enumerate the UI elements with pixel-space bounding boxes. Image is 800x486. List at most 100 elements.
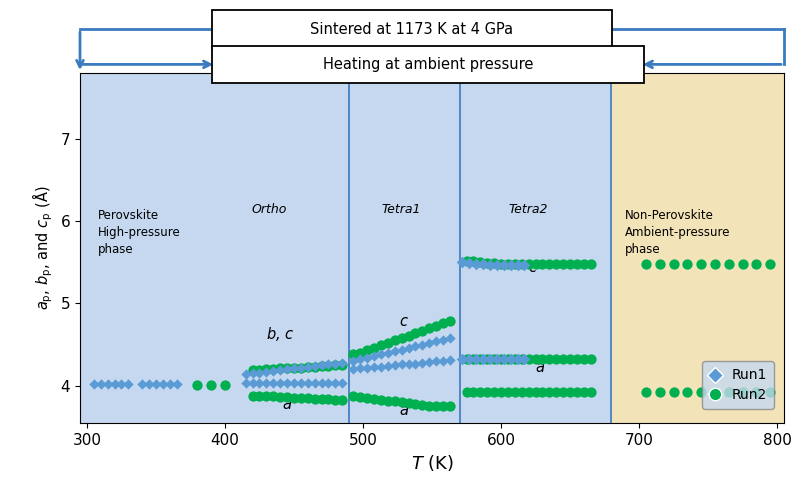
Point — [374, 342, 387, 349]
Point — [347, 350, 360, 358]
Point — [322, 395, 335, 403]
Point — [416, 359, 429, 366]
Point — [477, 355, 490, 363]
Point — [467, 258, 480, 265]
Point — [402, 399, 415, 407]
Point — [308, 362, 321, 370]
Point — [584, 355, 597, 363]
Point — [522, 260, 535, 268]
Point — [336, 361, 349, 369]
Point — [260, 368, 273, 376]
Point — [423, 339, 436, 347]
Point — [302, 363, 314, 371]
Point — [382, 362, 394, 370]
Point — [667, 388, 680, 396]
Point — [529, 260, 542, 268]
Point — [529, 388, 542, 396]
Point — [388, 347, 401, 355]
Point — [395, 334, 408, 342]
Point — [456, 355, 469, 363]
Point — [490, 355, 503, 363]
Point — [681, 388, 694, 396]
Text: Heating at ambient pressure: Heating at ambient pressure — [323, 57, 533, 72]
Point — [122, 380, 134, 388]
Point — [218, 381, 231, 389]
Point — [287, 380, 300, 387]
Point — [474, 388, 486, 396]
Point — [382, 349, 394, 357]
Point — [460, 388, 473, 396]
Point — [368, 363, 381, 371]
Point — [423, 358, 436, 366]
Point — [504, 261, 517, 269]
Point — [736, 260, 749, 268]
Point — [361, 354, 374, 362]
Point — [423, 324, 436, 332]
Point — [274, 366, 286, 374]
Point — [239, 370, 252, 378]
Point — [529, 355, 542, 363]
Point — [509, 355, 522, 363]
Point — [336, 380, 349, 387]
Point — [437, 357, 450, 365]
Point — [460, 257, 473, 264]
Point — [481, 355, 494, 363]
Point — [522, 355, 535, 363]
Point — [498, 261, 510, 269]
Point — [347, 357, 360, 365]
Point — [430, 337, 442, 345]
Point — [467, 388, 480, 396]
Legend: Run1, Run2: Run1, Run2 — [702, 362, 774, 409]
Point — [518, 261, 531, 269]
Point — [423, 401, 436, 409]
Point — [267, 380, 280, 387]
Point — [281, 393, 294, 401]
Point — [388, 398, 401, 405]
Y-axis label: $a_\mathrm{p}$, $b_\mathrm{p}$, and $c_\mathrm{p}$ (Å): $a_\mathrm{p}$, $b_\mathrm{p}$, and $c_\… — [30, 186, 55, 310]
Point — [463, 355, 476, 363]
Point — [274, 393, 286, 401]
Point — [239, 380, 252, 387]
Point — [142, 380, 155, 388]
Point — [511, 261, 524, 269]
Point — [498, 355, 510, 363]
Point — [382, 339, 394, 347]
Point — [294, 380, 307, 387]
Point — [570, 260, 583, 268]
Point — [315, 380, 328, 387]
Point — [722, 388, 735, 396]
Point — [443, 402, 456, 410]
Point — [639, 260, 652, 268]
Point — [395, 346, 408, 353]
Point — [543, 355, 556, 363]
Point — [578, 260, 590, 268]
Point — [347, 393, 360, 400]
Point — [709, 260, 722, 268]
Point — [750, 388, 762, 396]
Point — [443, 317, 456, 325]
Point — [368, 352, 381, 360]
Point — [409, 329, 422, 337]
Point — [253, 369, 266, 377]
Point — [388, 361, 401, 369]
Point — [163, 380, 176, 388]
Point — [294, 394, 307, 402]
Point — [150, 380, 162, 388]
Point — [329, 361, 342, 369]
Point — [322, 380, 335, 387]
Point — [490, 261, 503, 269]
Point — [564, 355, 577, 363]
Point — [488, 355, 501, 363]
Point — [460, 355, 473, 363]
Point — [550, 260, 562, 268]
Point — [694, 388, 707, 396]
Text: $a$: $a$ — [534, 360, 545, 375]
Point — [170, 380, 183, 388]
Point — [102, 380, 114, 388]
Point — [308, 363, 321, 371]
Point — [354, 349, 366, 357]
Bar — [80, 73, 611, 423]
Point — [511, 355, 524, 363]
X-axis label: $T$ (K): $T$ (K) — [410, 453, 454, 473]
Point — [287, 364, 300, 371]
